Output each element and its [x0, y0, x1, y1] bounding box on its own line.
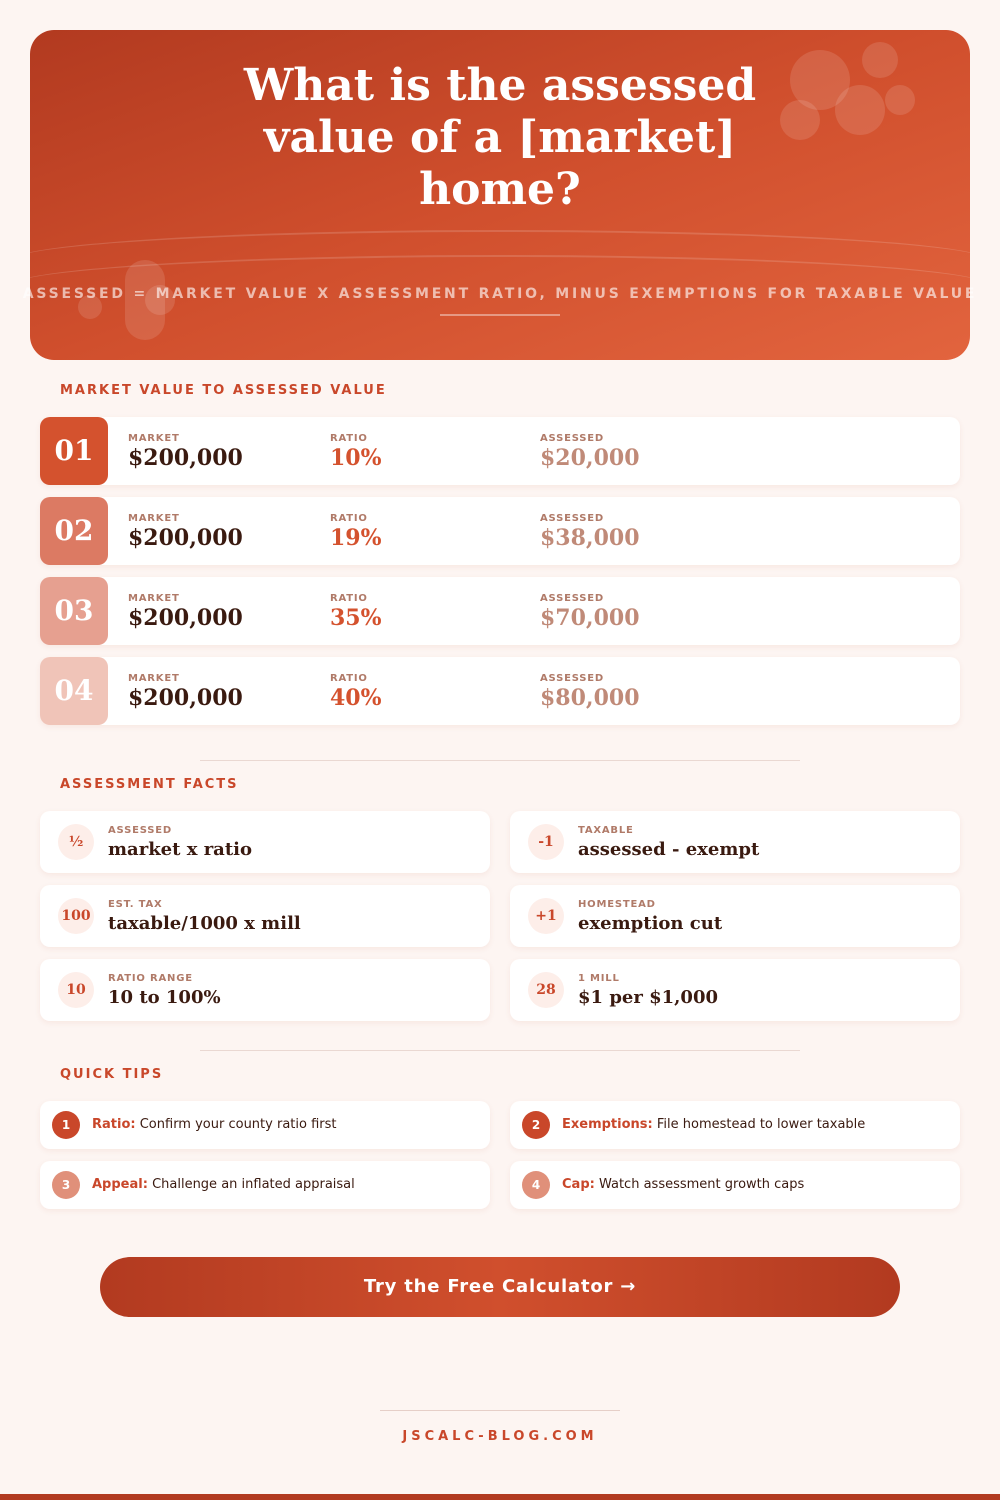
- tip-card: [510, 1161, 960, 1209]
- tip-body: Challenge an inflated appraisal: [152, 1177, 355, 1192]
- ratio-label: RATIO: [330, 593, 368, 604]
- fact-label: TAXABLE: [578, 825, 634, 836]
- ratio-value: 10%: [330, 445, 382, 471]
- market-label: MARKET: [128, 513, 180, 524]
- fact-icon: 28: [528, 972, 564, 1008]
- assessed-label: ASSESSED: [540, 593, 605, 604]
- section-heading: ASSESSMENT FACTS: [60, 777, 239, 792]
- assessed-label: ASSESSED: [540, 513, 605, 524]
- decor-wave: [30, 230, 970, 292]
- fact-card: [40, 811, 490, 873]
- fact-card: [510, 959, 960, 1021]
- fact-text: assessed - exempt: [578, 839, 760, 860]
- divider: [380, 1410, 620, 1411]
- decor-circle: [862, 42, 898, 78]
- market-value: $200,000: [128, 605, 243, 631]
- tip-body: Confirm your county ratio first: [139, 1117, 337, 1132]
- tip-number: 1: [52, 1111, 80, 1139]
- section-heading: MARKET VALUE TO ASSESSED VALUE: [60, 383, 387, 398]
- page-title: What is the assessed value of a [market]…: [243, 60, 757, 215]
- assessed-value: $38,000: [540, 525, 640, 551]
- fact-label: ASSESSED: [108, 825, 173, 836]
- assessed-label: ASSESSED: [540, 433, 605, 444]
- fact-label: RATIO RANGE: [108, 973, 193, 984]
- decor-circle: [790, 50, 850, 110]
- tip-card: [510, 1101, 960, 1149]
- tip-number: 3: [52, 1171, 80, 1199]
- fact-icon: 10: [58, 972, 94, 1008]
- fact-label: 1 MILL: [578, 973, 620, 984]
- fact-text: 10 to 100%: [108, 987, 221, 1008]
- market-label: MARKET: [128, 673, 180, 684]
- fact-card: [40, 885, 490, 947]
- divider: [200, 1050, 800, 1051]
- decor-wave: [30, 255, 970, 317]
- fact-card: [510, 811, 960, 873]
- tip-text: Appeal: Challenge an inflated appraisal: [92, 1177, 355, 1192]
- fact-label: HOMESTEAD: [578, 899, 656, 910]
- step-card: [40, 577, 960, 645]
- step-number: 01: [40, 417, 108, 485]
- decor-circle: [885, 85, 915, 115]
- tip-text: Ratio: Confirm your county ratio first: [92, 1117, 336, 1132]
- ratio-label: RATIO: [330, 433, 368, 444]
- bottom-bar: [0, 1494, 1000, 1500]
- fact-icon: -1: [528, 824, 564, 860]
- footer: JSCALC-BLOG.COM: [402, 1429, 598, 1444]
- fact-text: exemption cut: [578, 913, 723, 934]
- market-value: $200,000: [128, 445, 243, 471]
- tip-title: Cap:: [562, 1177, 595, 1192]
- fact-card: [40, 959, 490, 1021]
- section-heading: QUICK TIPS: [60, 1067, 164, 1082]
- tip-number: 2: [522, 1111, 550, 1139]
- fact-icon: ½: [58, 824, 94, 860]
- assessed-value: $20,000: [540, 445, 640, 471]
- tip-title: Ratio:: [92, 1117, 136, 1132]
- ratio-value: 19%: [330, 525, 382, 551]
- assessed-value: $70,000: [540, 605, 640, 631]
- tip-card: [40, 1101, 490, 1149]
- fact-icon: 100: [58, 898, 94, 934]
- assessed-label: ASSESSED: [540, 673, 605, 684]
- tip-title: Appeal:: [92, 1177, 148, 1192]
- assessed-value: $80,000: [540, 685, 640, 711]
- step-card: [40, 657, 960, 725]
- ratio-value: 35%: [330, 605, 382, 631]
- tip-number: 4: [522, 1171, 550, 1199]
- step-number: 04: [40, 657, 108, 725]
- tip-text: Cap: Watch assessment growth caps: [562, 1177, 804, 1192]
- decor-circle: [780, 100, 820, 140]
- market-label: MARKET: [128, 593, 180, 604]
- subtitle: ASSESSED = MARKET VALUE X ASSESSMENT RAT…: [22, 286, 978, 302]
- fact-text: market x ratio: [108, 839, 252, 860]
- cta-button[interactable]: Try the Free Calculator →: [100, 1257, 900, 1317]
- fact-text: $1 per $1,000: [578, 987, 718, 1008]
- ratio-value: 40%: [330, 685, 382, 711]
- market-value: $200,000: [128, 685, 243, 711]
- ratio-label: RATIO: [330, 513, 368, 524]
- fact-card: [510, 885, 960, 947]
- divider: [200, 760, 800, 761]
- tip-body: File homestead to lower taxable: [656, 1117, 866, 1132]
- step-card: [40, 417, 960, 485]
- tip-card: [40, 1161, 490, 1209]
- hero-banner: [30, 30, 970, 360]
- fact-label: EST. TAX: [108, 899, 163, 910]
- decor-circle: [835, 85, 885, 135]
- fact-icon: +1: [528, 898, 564, 934]
- ratio-label: RATIO: [330, 673, 368, 684]
- tip-body: Watch assessment growth caps: [598, 1177, 805, 1192]
- step-number: 02: [40, 497, 108, 565]
- market-value: $200,000: [128, 525, 243, 551]
- step-number: 03: [40, 577, 108, 645]
- fact-text: taxable/1000 x mill: [108, 913, 301, 934]
- market-label: MARKET: [128, 433, 180, 444]
- step-card: [40, 497, 960, 565]
- decor-line: [440, 314, 560, 316]
- tip-text: Exemptions: File homestead to lower taxa…: [562, 1117, 865, 1132]
- tip-title: Exemptions:: [562, 1117, 653, 1132]
